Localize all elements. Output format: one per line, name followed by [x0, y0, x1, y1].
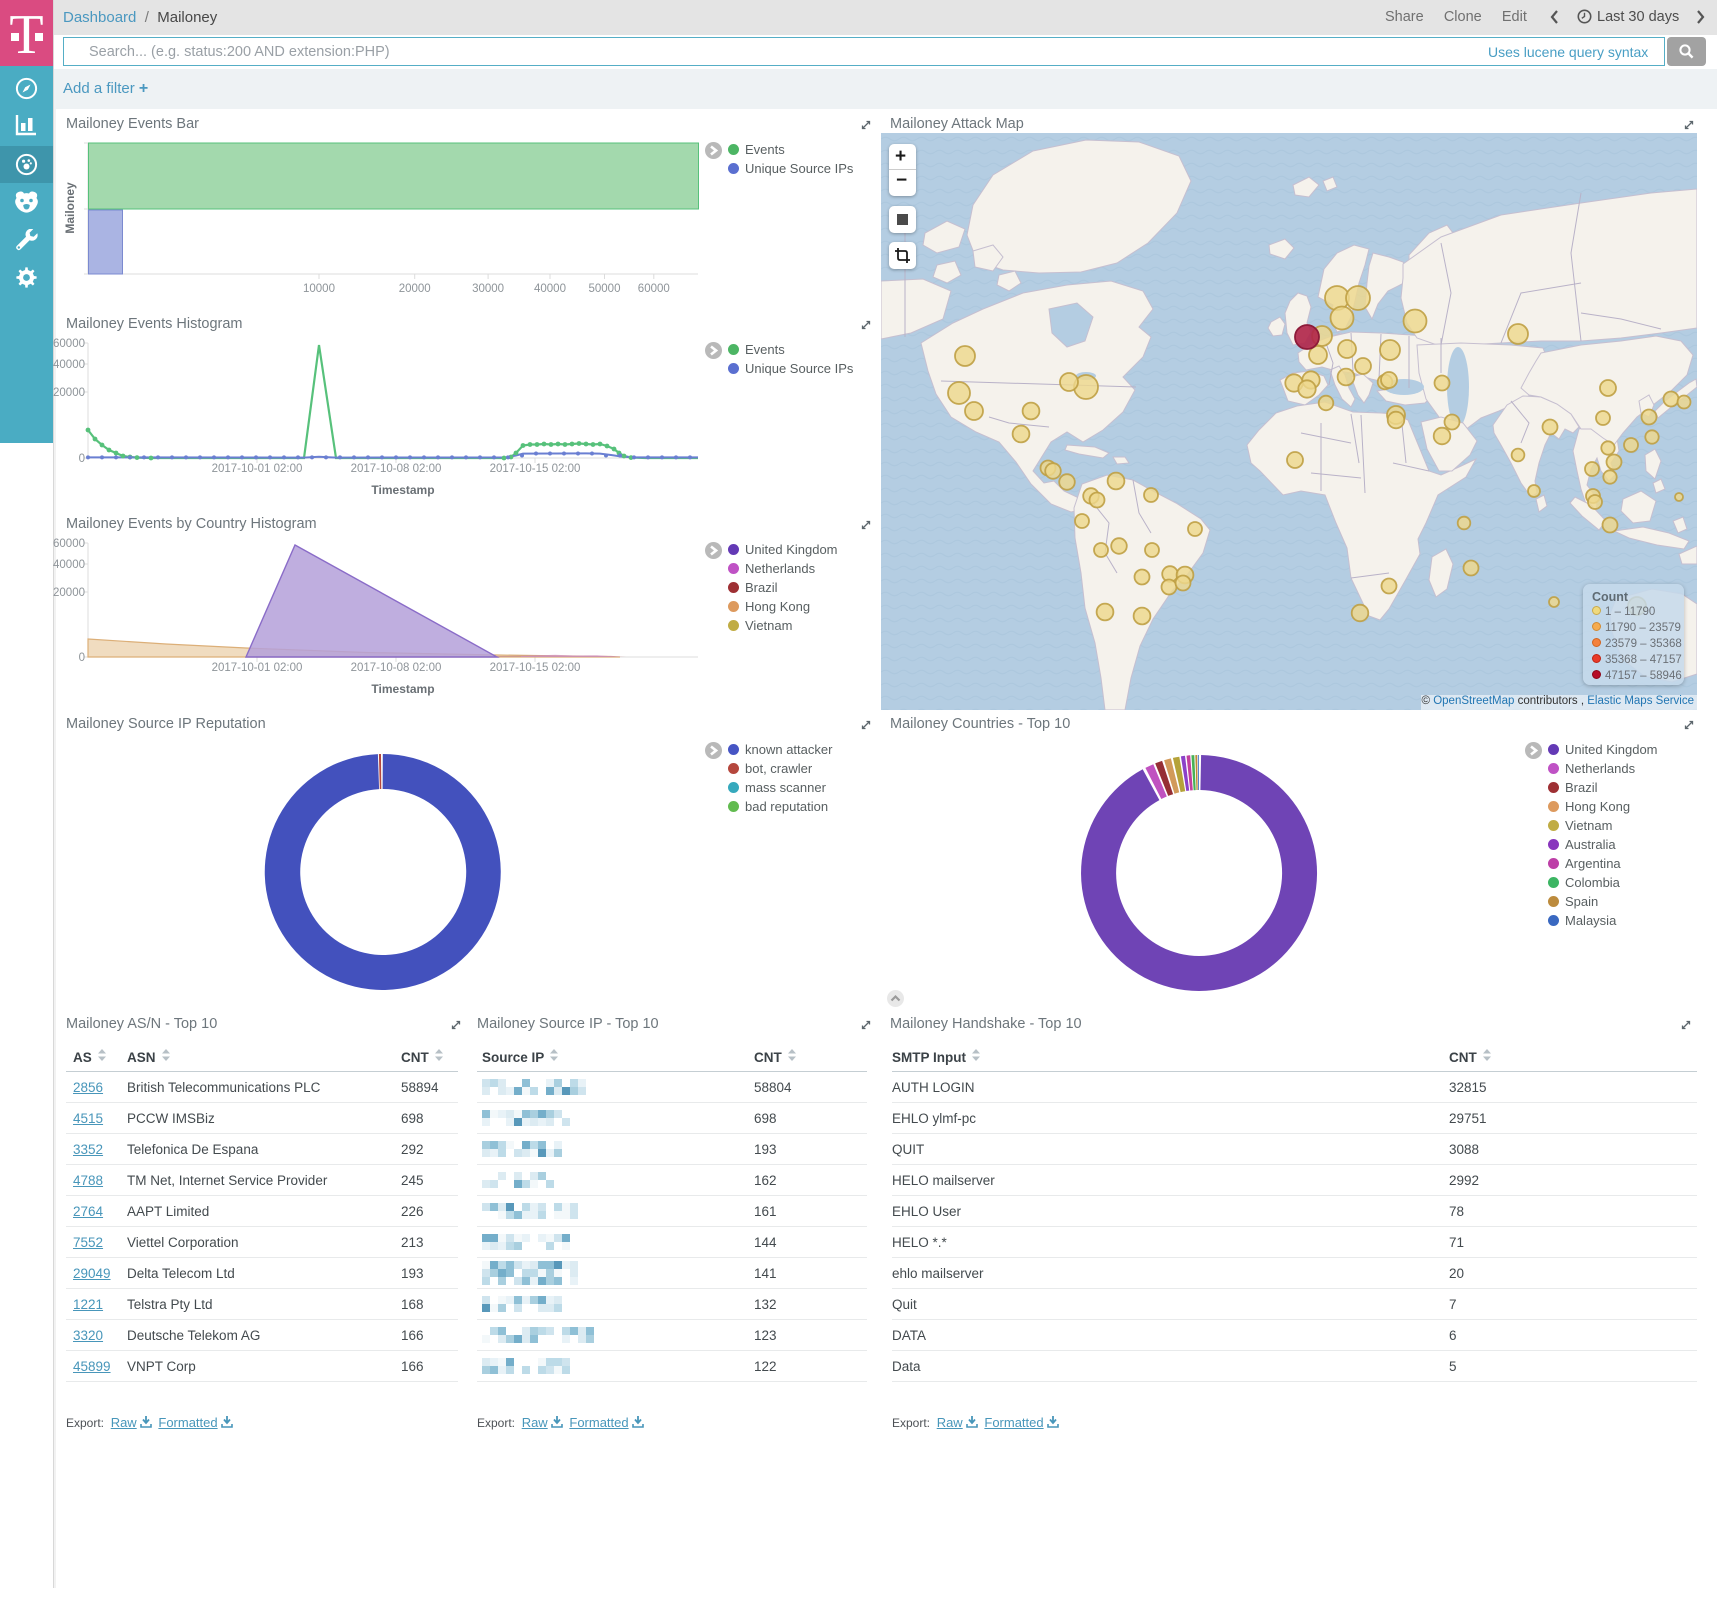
svg-text:2017-10-15 02:00: 2017-10-15 02:00 — [490, 463, 581, 475]
svg-text:20000: 20000 — [53, 587, 85, 599]
svg-text:20000: 20000 — [53, 387, 85, 399]
svg-text:2017-10-08 02:00: 2017-10-08 02:00 — [351, 463, 442, 475]
svg-text:2017-10-01 02:00: 2017-10-01 02:00 — [212, 463, 303, 475]
svg-text:20000: 20000 — [399, 283, 431, 295]
svg-text:60000: 60000 — [53, 538, 85, 550]
svg-text:30000: 30000 — [472, 283, 504, 295]
svg-text:Mailoney: Mailoney — [63, 182, 77, 234]
svg-text:2017-10-01 02:00: 2017-10-01 02:00 — [212, 662, 303, 674]
svg-text:Timestamp: Timestamp — [371, 483, 434, 497]
svg-text:50000: 50000 — [589, 283, 621, 295]
svg-text:40000: 40000 — [534, 283, 566, 295]
svg-text:10000: 10000 — [303, 283, 335, 295]
svg-text:0: 0 — [79, 652, 85, 664]
svg-text:60000: 60000 — [53, 338, 85, 350]
svg-text:0: 0 — [79, 453, 85, 465]
svg-text:40000: 40000 — [53, 559, 85, 571]
svg-text:Timestamp: Timestamp — [371, 682, 434, 696]
svg-text:2017-10-08 02:00: 2017-10-08 02:00 — [351, 662, 442, 674]
svg-text:40000: 40000 — [53, 359, 85, 371]
svg-text:60000: 60000 — [638, 283, 670, 295]
svg-text:2017-10-15 02:00: 2017-10-15 02:00 — [490, 662, 581, 674]
